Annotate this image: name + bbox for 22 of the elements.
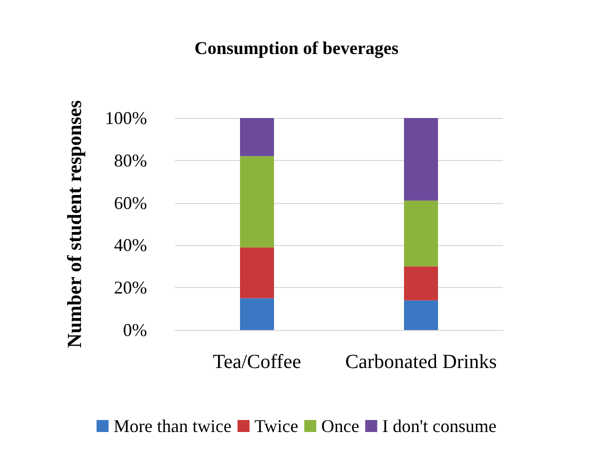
y-tick-label: 100% bbox=[105, 108, 147, 128]
y-tick-label: 80% bbox=[114, 150, 147, 170]
x-tick-label: Carbonated Drinks bbox=[345, 351, 498, 373]
y-tick-label: 60% bbox=[114, 192, 147, 213]
bar bbox=[404, 300, 438, 330]
bar bbox=[404, 200, 438, 266]
bar bbox=[240, 118, 274, 156]
bar bbox=[240, 247, 274, 298]
y-tick-label: 0% bbox=[123, 320, 147, 340]
legend-label: More than twice bbox=[114, 416, 232, 436]
chart-title: Consumption of beverages bbox=[194, 38, 399, 58]
bar bbox=[240, 298, 274, 330]
legend-label: Once bbox=[321, 416, 360, 436]
legend-label: I don't consume bbox=[382, 416, 496, 436]
bar bbox=[240, 156, 274, 248]
y-axis-title: Number of student responses bbox=[64, 100, 86, 348]
bar bbox=[404, 118, 438, 201]
y-tick-label: 40% bbox=[114, 235, 147, 256]
y-tick-label: 20% bbox=[114, 278, 147, 298]
legend-label: Twice bbox=[254, 416, 298, 436]
bar bbox=[404, 266, 438, 300]
x-tick-label: Tea/Coffee bbox=[212, 351, 302, 373]
